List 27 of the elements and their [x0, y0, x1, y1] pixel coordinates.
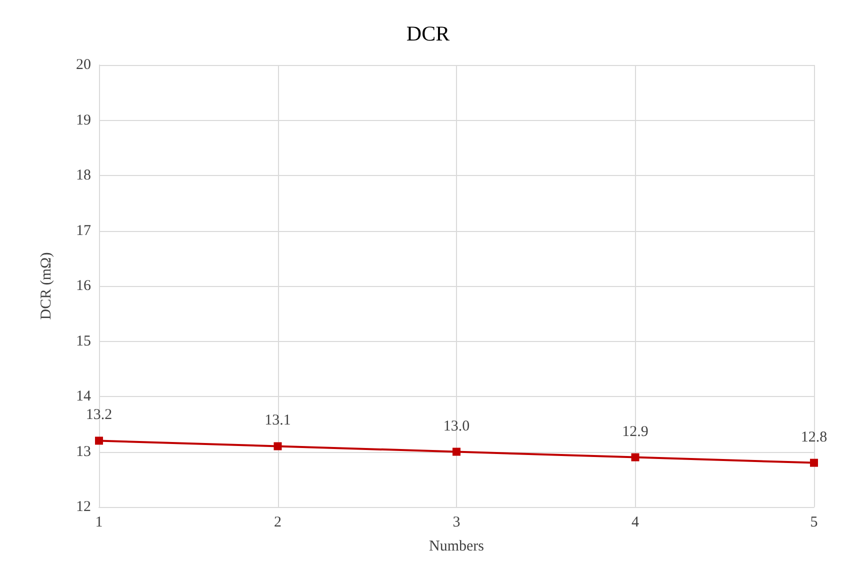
x-tick-label: 3 — [452, 514, 460, 530]
y-tick-label: 20 — [76, 57, 91, 73]
point — [452, 448, 460, 456]
x-axis-title: Numbers — [429, 538, 484, 554]
y-tick-label: 14 — [76, 388, 92, 404]
data-label: 13.1 — [264, 412, 291, 429]
data-label: 13.2 — [86, 407, 112, 424]
data-label: 12.9 — [622, 424, 648, 440]
x-tick-label: 4 — [632, 514, 640, 530]
y-tick-label: 13 — [76, 444, 91, 460]
y-tick-label: 19 — [76, 112, 91, 128]
data-label: 13.0 — [443, 418, 470, 434]
y-tick-label: 17 — [76, 222, 92, 239]
x-tick-label: 1 — [95, 514, 103, 530]
y-axis-title: DCR (mΩ) — [38, 252, 54, 320]
point — [631, 453, 640, 462]
y-tick-label: 18 — [76, 168, 91, 184]
y-tick-label: 16 — [76, 278, 92, 294]
point — [95, 436, 103, 445]
data-label: 12.8 — [800, 429, 828, 446]
y-tick-label: 15 — [76, 333, 91, 350]
x-tick-label: 2 — [274, 514, 282, 530]
point — [810, 458, 818, 467]
y-tick-label: 12 — [76, 499, 91, 515]
x-tick-label: 5 — [810, 514, 818, 530]
point — [274, 442, 282, 450]
chart-title: DCR — [406, 22, 450, 46]
